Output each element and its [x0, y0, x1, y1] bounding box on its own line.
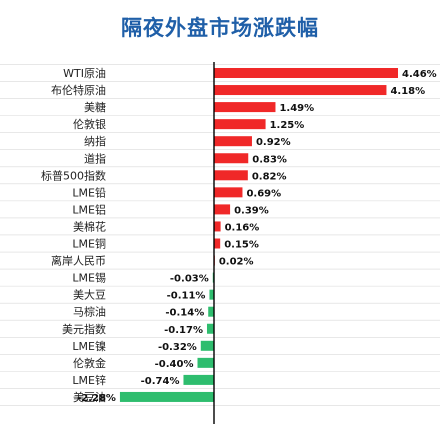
data-label: 0.16% [225, 222, 260, 233]
data-label: -0.14% [165, 308, 204, 319]
data-label: -0.03% [170, 274, 209, 285]
data-label: -0.74% [141, 376, 180, 387]
category-label: 伦敦金 [73, 356, 106, 370]
bar-positive [214, 204, 231, 215]
data-label: 1.49% [279, 103, 314, 114]
category-label: 美元指数 [62, 322, 106, 336]
bar-positive [214, 85, 387, 96]
bars-group [119, 68, 398, 402]
bar-negative [208, 306, 214, 317]
category-label: 马棕油 [73, 305, 106, 319]
bar-negative [209, 289, 214, 300]
category-label: 标普500指数 [41, 168, 106, 182]
data-label: -0.40% [155, 359, 194, 370]
data-label: -0.11% [167, 291, 206, 302]
data-label: -2.28% [77, 393, 116, 404]
chart-title: 隔夜外盘市场涨跌幅 [121, 15, 319, 40]
data-label: 0.83% [252, 154, 287, 165]
data-label: 0.92% [256, 137, 291, 148]
bar-positive [214, 187, 243, 198]
category-label: 美棉花 [73, 219, 106, 233]
bar-positive [214, 102, 276, 113]
bar-positive [214, 68, 398, 78]
category-label: 美大豆 [73, 288, 106, 302]
bar-positive [214, 136, 252, 147]
data-label: 4.18% [390, 86, 425, 97]
category-label: LME锌 [72, 373, 106, 387]
category-label: LME铝 [72, 202, 106, 216]
data-label: -0.32% [158, 342, 197, 353]
category-label: 离岸人民币 [51, 254, 106, 268]
category-label: 纳指 [84, 134, 106, 148]
bar-positive [214, 238, 221, 249]
bar-negative [183, 374, 214, 385]
category-label: 道指 [84, 151, 106, 165]
grid-lines [0, 64, 440, 406]
data-label: 4.46% [402, 69, 437, 80]
data-label: -0.17% [164, 325, 203, 336]
data-label: 0.02% [219, 257, 254, 268]
data-labels: 4.46% 4.18% 1.49% 1.25% 0.92% 0.83% 0.82% 0.69%… [77, 69, 437, 404]
category-label: 布伦特原油 [51, 83, 106, 97]
bar-negative [206, 323, 214, 334]
category-label: LME镍 [72, 339, 106, 353]
data-label: 1.25% [270, 120, 305, 131]
bar-positive [214, 153, 249, 164]
category-label: 伦敦银 [73, 117, 106, 131]
bar-positive [214, 119, 266, 130]
category-label: LME铜 [72, 237, 106, 251]
category-label: 美豆油 [73, 390, 106, 404]
data-label: 0.39% [234, 205, 269, 216]
category-label: LME铅 [72, 185, 106, 199]
data-label: 0.82% [252, 171, 287, 182]
bar-negative [197, 357, 214, 368]
bar-positive [214, 221, 221, 232]
category-label: WTI原油 [63, 66, 106, 80]
category-label: LME锡 [72, 271, 106, 285]
bar-negative [119, 391, 214, 402]
category-label: 美糖 [84, 100, 106, 114]
bar-positive [214, 170, 248, 181]
bar-negative [200, 340, 214, 351]
data-label: 0.69% [246, 188, 281, 199]
data-label: 0.15% [224, 240, 259, 251]
